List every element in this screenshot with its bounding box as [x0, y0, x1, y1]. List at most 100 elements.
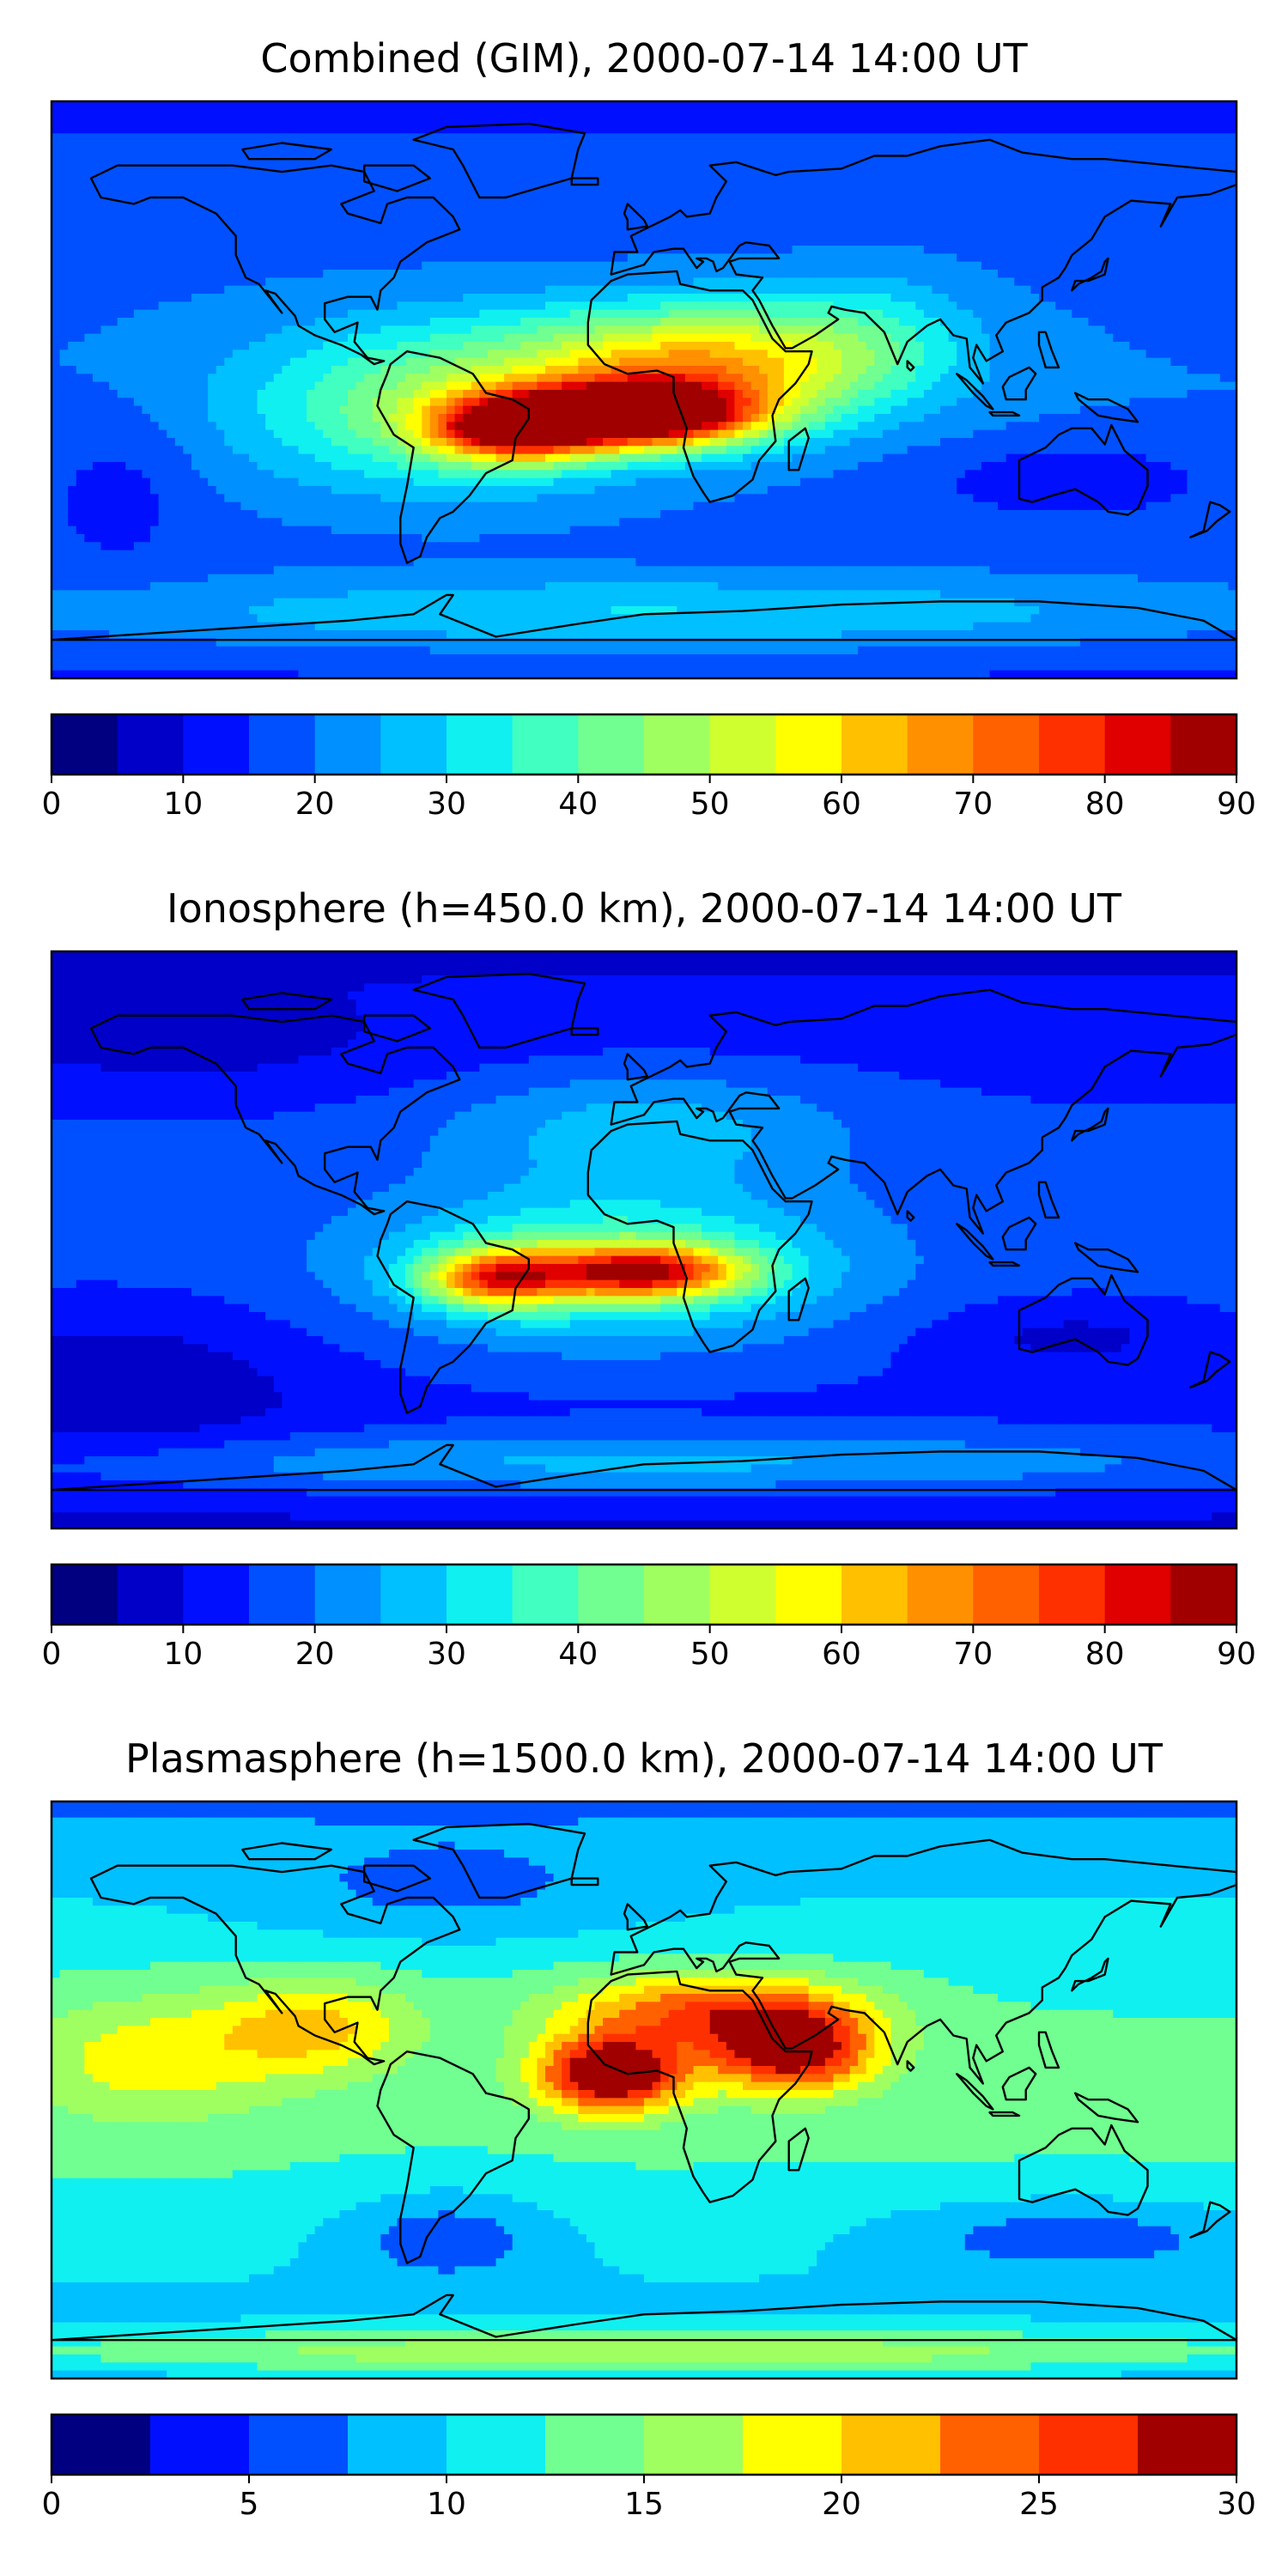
- heatmap-cell: [1088, 109, 1097, 118]
- heatmap-cell: [940, 301, 950, 311]
- heatmap-cell: [520, 309, 530, 319]
- heatmap-cell: [817, 366, 826, 374]
- heatmap-cell: [84, 189, 94, 198]
- heatmap-cell: [273, 285, 283, 295]
- heatmap-cell: [702, 165, 711, 174]
- heatmap-cell: [413, 149, 422, 158]
- heatmap-cell: [1187, 333, 1196, 343]
- heatmap-cell: [1129, 181, 1139, 191]
- heatmap-cell: [339, 165, 349, 174]
- heatmap-cell: [553, 101, 562, 110]
- heatmap-cell: [981, 357, 991, 367]
- heatmap-cell: [405, 197, 415, 206]
- heatmap-cell: [932, 237, 941, 246]
- heatmap-cell: [775, 141, 785, 150]
- heatmap-cell: [479, 342, 489, 350]
- heatmap-cell: [1079, 270, 1090, 278]
- heatmap-cell: [372, 125, 381, 134]
- heatmap-cell: [899, 125, 908, 134]
- heatmap-cell: [504, 165, 513, 174]
- heatmap-cell: [677, 197, 686, 206]
- heatmap-cell: [92, 237, 102, 246]
- heatmap-cell: [355, 173, 365, 182]
- heatmap-cell: [463, 141, 472, 150]
- heatmap-cell: [331, 294, 341, 302]
- heatmap-cell: [68, 229, 77, 239]
- heatmap-cell: [158, 349, 167, 359]
- heatmap-cell: [792, 197, 801, 206]
- heatmap-cell: [998, 357, 1007, 367]
- heatmap-cell: [709, 366, 719, 374]
- heatmap-cell: [429, 197, 440, 206]
- heatmap-cell: [849, 285, 859, 295]
- heatmap-cell: [998, 181, 1007, 191]
- heatmap-cell: [973, 285, 982, 295]
- heatmap-cell: [1005, 181, 1015, 191]
- heatmap-cell: [1195, 141, 1205, 150]
- heatmap-cell: [734, 157, 744, 167]
- heatmap-cell: [487, 294, 497, 302]
- heatmap-cell: [447, 149, 456, 158]
- heatmap-cell: [537, 325, 546, 335]
- heatmap-cell: [915, 173, 925, 182]
- heatmap-cell: [1154, 157, 1163, 167]
- heatmap-cell: [314, 165, 324, 174]
- heatmap-cell: [743, 117, 752, 126]
- heatmap-cell: [208, 101, 217, 110]
- heatmap-cell: [512, 133, 521, 143]
- heatmap-cell: [964, 342, 974, 350]
- heatmap-cell: [76, 349, 85, 359]
- heatmap-cell: [1055, 277, 1065, 287]
- heatmap-cell: [289, 357, 300, 367]
- heatmap-cell: [331, 117, 341, 126]
- heatmap-cell: [1055, 109, 1065, 118]
- heatmap-cell: [240, 246, 250, 254]
- heatmap-cell: [1104, 109, 1114, 118]
- heatmap-cell: [718, 253, 727, 263]
- heatmap-cell: [364, 141, 374, 150]
- heatmap-cell: [388, 101, 398, 110]
- heatmap-cell: [537, 301, 546, 311]
- heatmap-cell: [964, 197, 974, 206]
- heatmap-cell: [463, 165, 472, 174]
- heatmap-cell: [199, 366, 209, 374]
- heatmap-cell: [76, 149, 85, 158]
- heatmap-cell: [158, 125, 167, 134]
- heatmap-cell: [1145, 109, 1155, 118]
- heatmap-cell: [619, 141, 629, 150]
- heatmap-cell: [1145, 173, 1155, 182]
- heatmap-cell: [167, 294, 176, 302]
- heatmap-cell: [314, 357, 324, 367]
- heatmap-cell: [142, 285, 151, 295]
- heatmap-cell: [882, 285, 892, 295]
- heatmap-cell: [899, 285, 908, 295]
- heatmap-cell: [915, 181, 925, 191]
- heatmap-cell: [1097, 149, 1106, 158]
- heatmap-cell: [1097, 301, 1106, 311]
- heatmap-cell: [1097, 109, 1106, 118]
- heatmap-cell: [405, 333, 415, 343]
- heatmap-cell: [249, 342, 258, 350]
- heatmap-cell: [594, 165, 604, 174]
- heatmap-cell: [339, 149, 349, 158]
- heatmap-cell: [249, 301, 258, 311]
- heatmap-cell: [1088, 229, 1097, 239]
- heatmap-cell: [249, 133, 258, 143]
- heatmap-cell: [109, 181, 118, 191]
- heatmap-cell: [109, 165, 118, 174]
- heatmap-cell: [586, 349, 596, 359]
- heatmap-cell: [298, 133, 307, 143]
- heatmap-cell: [833, 213, 842, 222]
- heatmap-cell: [644, 285, 653, 295]
- heatmap-cell: [528, 133, 538, 143]
- heatmap-cell: [479, 349, 489, 359]
- heatmap-cell: [734, 125, 744, 134]
- heatmap-cell: [331, 349, 341, 359]
- heatmap-cell: [528, 237, 538, 246]
- heatmap-cell: [1121, 133, 1131, 143]
- heatmap-cell: [1113, 253, 1122, 263]
- heatmap-cell: [199, 165, 209, 174]
- heatmap-cell: [1097, 294, 1106, 302]
- heatmap-cell: [537, 141, 546, 150]
- heatmap-cell: [677, 222, 686, 230]
